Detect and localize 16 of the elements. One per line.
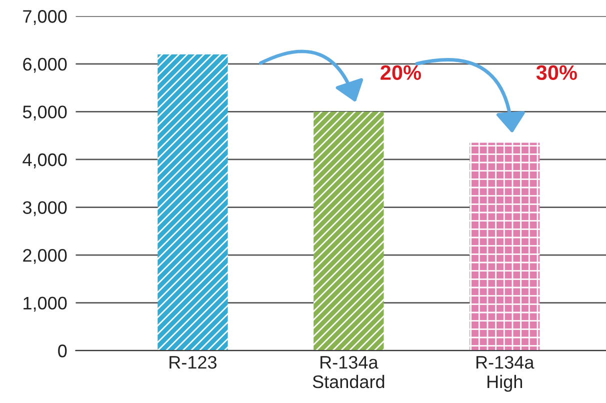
y-tick-label: 7,000 [23,10,67,25]
y-tick-label: 2,000 [23,248,67,264]
y-tick-label: 3,000 [22,201,67,216]
y-tick-label: 5,000 [22,106,67,121]
x-tick-label: R-134a Standard [312,356,384,388]
bar [470,142,540,351]
y-tick-label: 6,000 [23,58,67,73]
y-tick-label: 4,000 [22,153,67,168]
x-tick-label: R-134a High [476,356,534,392]
bar [158,54,228,351]
bar [314,112,384,351]
annotation: 20% [380,65,422,80]
x-tick-label: R-123 [170,356,217,369]
y-tick-label: 1,000 [24,296,67,312]
annotation: 30% [536,65,577,80]
y-tick-label: 0 [58,344,67,358]
